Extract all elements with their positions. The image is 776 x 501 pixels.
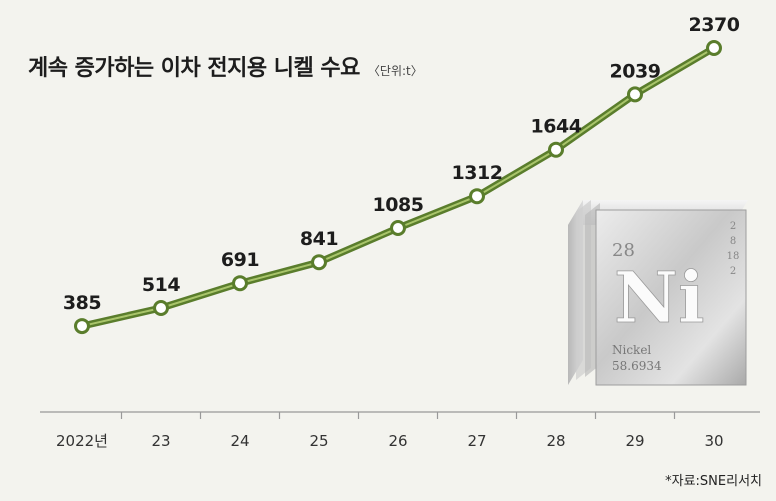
element-atomic-number: 28: [612, 240, 635, 261]
x-tick-label: 27: [467, 432, 486, 450]
element-shell-4: 2: [730, 266, 736, 277]
data-point: [706, 40, 722, 56]
data-label: 385: [63, 292, 101, 314]
data-label: 691: [221, 249, 259, 271]
data-point: [390, 220, 406, 237]
data-label: 2039: [610, 60, 661, 82]
element-mass: 58.6934: [612, 359, 662, 373]
element-shell-3: 18: [727, 251, 740, 262]
x-tick-label: 29: [625, 432, 644, 450]
data-label: 514: [142, 274, 180, 296]
x-tick-label: 24: [230, 432, 249, 450]
data-point: [627, 86, 643, 103]
data-point: [153, 299, 169, 316]
x-axis-ticks: [120, 412, 676, 419]
element-shell-1: 2: [730, 221, 736, 232]
element-shell-2: 8: [730, 236, 736, 247]
data-point: [469, 188, 485, 205]
data-labels-group: 385 514 691 841 1085 1312 1644 2039 2370: [63, 14, 740, 314]
x-axis-tick-labels: 2022년 23 24 25 26 27 28 29 30: [56, 432, 724, 450]
chart-title-text: 계속 증가하는 이차 전지용 니켈 수요: [28, 56, 360, 81]
x-tick-label: 26: [388, 432, 407, 450]
data-label: 1312: [452, 162, 503, 184]
element-symbol: Ni: [614, 256, 705, 339]
x-tick-label: 25: [309, 432, 328, 450]
x-tick-label: 2022년: [56, 432, 108, 450]
unit-label: 〈단위:t〉: [367, 64, 423, 78]
x-tick-label: 23: [151, 432, 170, 450]
nickel-element-tile: 28 Ni Nickel 58.6934 2 8 18 2: [568, 200, 748, 386]
data-point: [74, 318, 90, 335]
element-name: Nickel: [612, 343, 651, 357]
x-tick-label: 30: [704, 432, 723, 450]
data-label: 1644: [531, 116, 582, 138]
data-point: [232, 275, 248, 292]
source-note: *자료:SNE리서치: [665, 474, 762, 489]
data-label: 841: [300, 228, 338, 250]
data-point: [548, 141, 564, 158]
data-point: [311, 254, 327, 271]
data-label: 2370: [689, 14, 740, 36]
chart-title: 계속 증가하는 이차 전지용 니켈 수요 〈단위:t〉: [28, 50, 423, 82]
markers-group: [74, 40, 722, 335]
x-tick-label: 28: [546, 432, 565, 450]
data-label: 1085: [373, 194, 424, 216]
